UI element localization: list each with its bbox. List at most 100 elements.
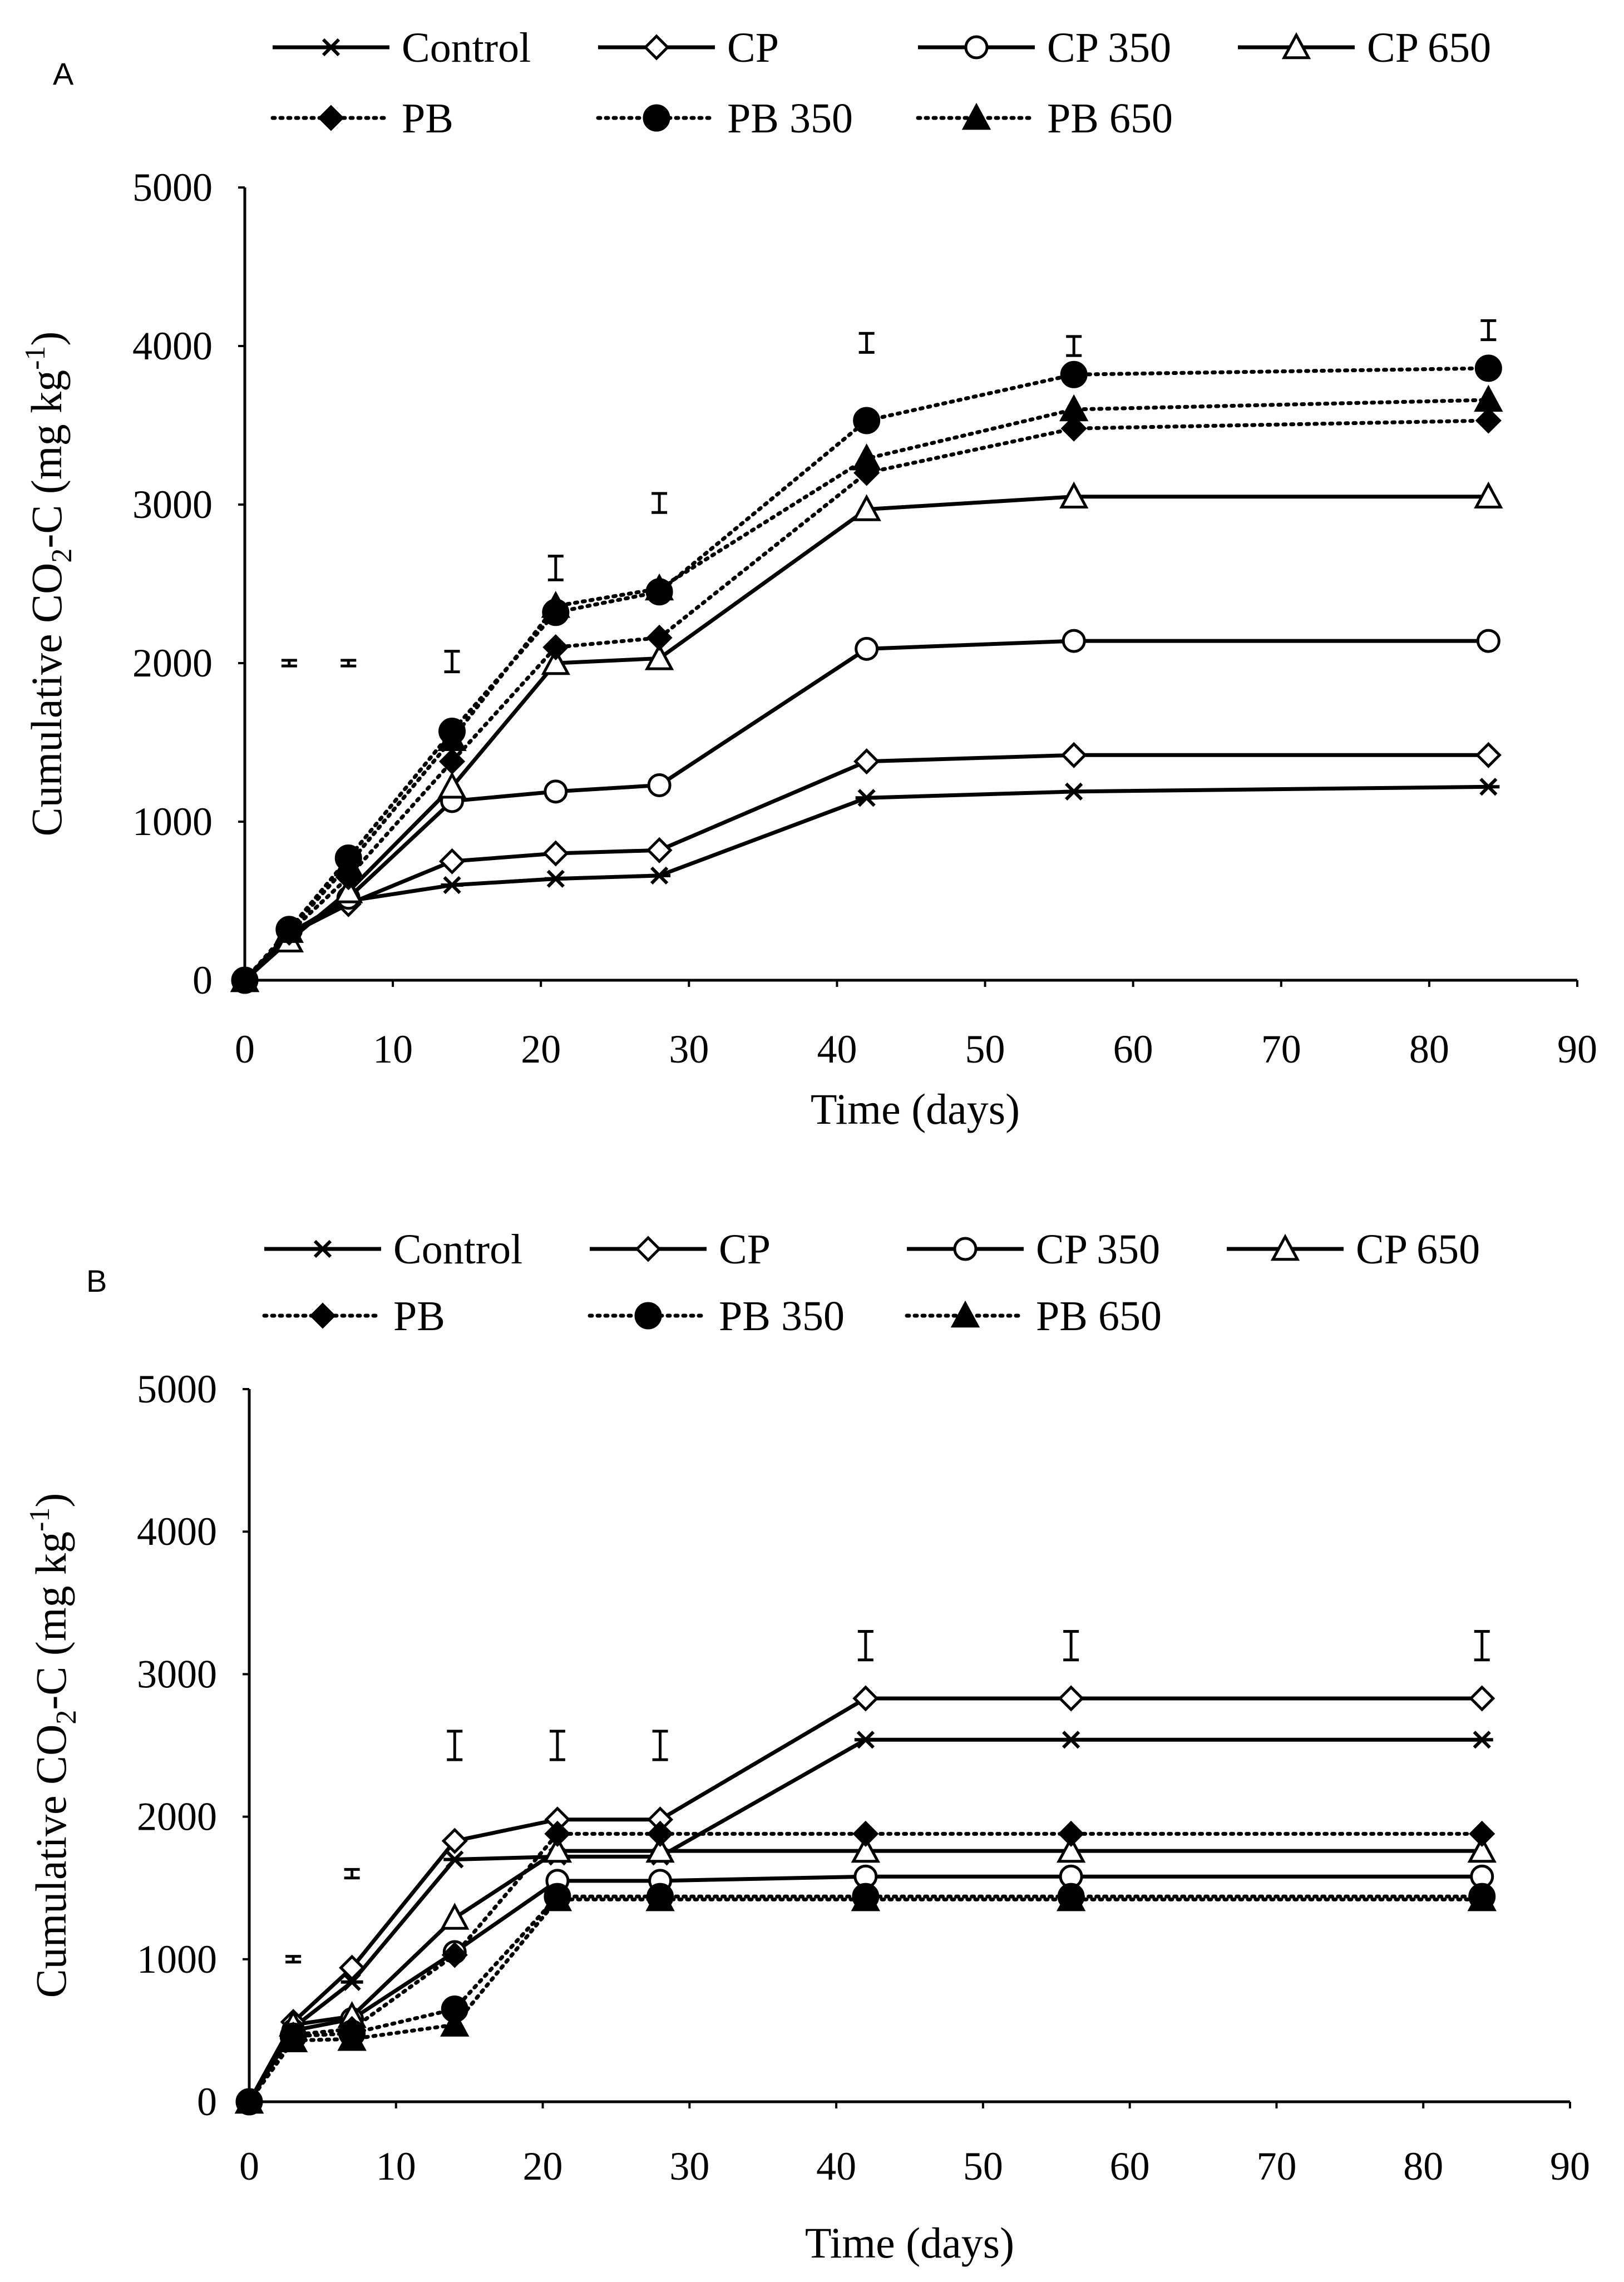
data-point (334, 876, 363, 903)
error-bar (1063, 1630, 1079, 1662)
data-point (1056, 1884, 1086, 1911)
data-point (1477, 778, 1500, 796)
series-points-cp-650 (230, 481, 1503, 992)
data-point (1469, 1820, 1495, 1847)
legend-label: PB 650 (1047, 95, 1173, 142)
series-line-pb-350 (247, 1894, 1484, 2104)
series-points-cp-350 (233, 629, 1500, 992)
data-point (646, 624, 673, 651)
data-point (1476, 629, 1500, 653)
x-tick-label: 80 (1403, 2144, 1443, 2189)
data-point (1467, 1835, 1497, 1863)
x-tick-label: 0 (235, 1027, 255, 1071)
data-point (1474, 354, 1502, 382)
data-point (852, 1820, 879, 1847)
error-bar (857, 1630, 873, 1662)
legend-item-control: Control (264, 1226, 522, 1273)
legend-label: PB (393, 1293, 445, 1340)
series-line-pb-650 (243, 398, 1490, 982)
error-bar (344, 1868, 360, 1880)
data-point (852, 494, 881, 521)
x-tick-label: 40 (817, 1027, 857, 1071)
data-point (542, 1835, 572, 1863)
series-line-control (247, 1737, 1482, 2103)
y-tick-label: 1000 (132, 799, 213, 844)
x-tick-label: 70 (1256, 2144, 1296, 2189)
series-points-cp (231, 742, 1502, 994)
data-point (443, 1850, 466, 1869)
legend-label: CP (727, 24, 779, 71)
legend-marker (643, 34, 670, 61)
panel-label: B (86, 1263, 107, 1298)
data-point (1475, 742, 1502, 768)
error-bar (285, 1955, 302, 1964)
data-point (1474, 481, 1503, 508)
data-point (645, 1835, 675, 1863)
series-line-cp-650 (243, 495, 1489, 982)
data-point (274, 916, 304, 943)
error-bar (444, 650, 460, 674)
series-points-control (234, 778, 1500, 990)
data-point (439, 848, 466, 875)
x-tick-label: 80 (1409, 1027, 1449, 1071)
y-tick-label: 5000 (137, 1367, 217, 1411)
x-tick-label: 70 (1261, 1027, 1301, 1071)
x-tick-label: 60 (1110, 2144, 1150, 2189)
legend-item-pb-650: PB 650 (905, 1293, 1162, 1340)
legend-marker (953, 1237, 978, 1261)
x-tick-label: 90 (1550, 2144, 1590, 2189)
data-point (542, 840, 569, 867)
legend-item-pb: PB (262, 1293, 445, 1340)
series-line-control (243, 784, 1489, 982)
legend-marker (309, 1302, 336, 1329)
error-bar (549, 1730, 565, 1761)
y-tick-label: 2000 (137, 1795, 217, 1839)
data-point (647, 1820, 674, 1847)
y-axis-title: Cumulative CO2-C (mg kg-1) (19, 332, 78, 837)
x-tick-label: 50 (965, 1027, 1005, 1071)
error-bar (1480, 319, 1497, 342)
x-tick-label: 20 (523, 2144, 563, 2189)
legend-item-cp-350: CP 350 (907, 1226, 1160, 1273)
legend-label: PB 350 (727, 95, 853, 142)
legend-label: Control (393, 1226, 522, 1273)
error-bar (652, 1730, 668, 1761)
series-markers (234, 1685, 1497, 2116)
data-point (278, 2025, 308, 2053)
data-point (1063, 782, 1085, 801)
error-bar (651, 492, 668, 514)
x-tick-label: 10 (376, 2144, 416, 2189)
legend-marker (1281, 32, 1311, 60)
legend-label: CP 650 (1367, 24, 1491, 71)
y-tick-label: 0 (197, 2080, 217, 2124)
data-point (1060, 742, 1087, 768)
error-bar (1066, 335, 1082, 357)
series-points-pb-350 (235, 1883, 1496, 2116)
legend-item-cp: CP (590, 1226, 771, 1273)
chart-panel-a: A 0 10 20 30 40 50 60 70 80 90 0 1000 2000 3000 4000 500… (19, 24, 1597, 1133)
panel-label: A (53, 56, 74, 91)
data-point (230, 965, 260, 992)
error-bar (340, 659, 357, 668)
legend-label: CP 350 (1047, 24, 1171, 71)
x-tick-label: 30 (669, 1027, 709, 1071)
data-point (852, 443, 881, 471)
data-point (544, 870, 567, 888)
error-bar (858, 332, 875, 354)
data-point (1060, 360, 1088, 388)
data-point (1059, 394, 1089, 422)
legend-item-cp: CP (598, 24, 779, 71)
chart-panel-b: B 0 10 20 30 40 50 60 70 80 90 0 1000 2000 3000 4000 500… (24, 1226, 1590, 2267)
x-tick-label: 20 (521, 1027, 561, 1071)
legend-marker (634, 1302, 662, 1330)
y-tick-label: 4000 (137, 1509, 217, 1554)
y-tick-label: 0 (192, 958, 213, 1002)
data-point (542, 1884, 572, 1911)
legend-label: CP 350 (1036, 1226, 1160, 1273)
error-bars (285, 1630, 1490, 1964)
data-point (339, 1954, 366, 1981)
legend-item-pb-350: PB 350 (596, 95, 853, 142)
x-tick-label: 0 (239, 2144, 259, 2189)
error-bar (281, 659, 297, 668)
legend-marker (318, 105, 344, 131)
